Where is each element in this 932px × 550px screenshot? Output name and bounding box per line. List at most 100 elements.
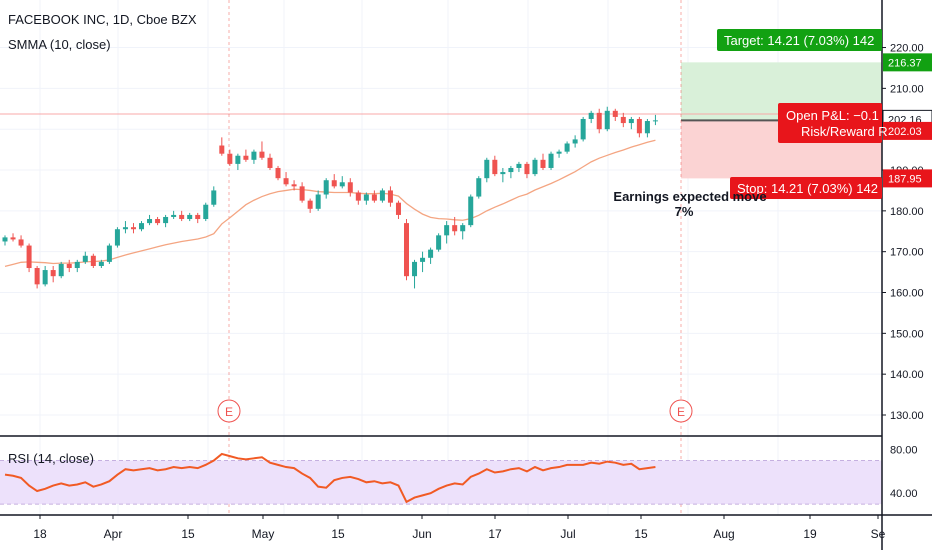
time-tick-label: Apr [104,527,123,541]
candle-body [323,180,329,195]
earnings-annotation-line2: 7% [675,204,694,219]
earnings-marker-label: E [225,405,233,419]
candle-body [98,261,104,266]
candle-body [395,202,401,215]
price-tick-label: 170.00 [890,247,924,259]
price-tick-label: 180.00 [890,206,924,218]
candle-body [363,194,369,201]
candle-body [42,270,48,285]
candle-body [211,190,217,205]
price-tick-label: 150.00 [890,328,924,340]
candle-body [275,167,281,179]
candle-body [508,167,514,173]
price-tick-label: 220.00 [890,43,924,55]
candle-body [307,200,313,209]
candle-body [540,159,546,168]
candle-body [34,268,40,285]
candle-body [315,194,321,209]
position-labels[interactable]: Target: 14.21 (7.03%) 142 Open P&L: −0.1R… [717,29,888,199]
earnings-marker-circle [669,399,693,423]
candle-body [26,245,32,269]
price-tick-label: 160.00 [890,288,924,300]
candle-body [588,112,594,119]
candle-body [50,270,56,277]
candle-body [420,257,426,262]
candle-body [644,121,650,134]
candle-body [444,225,450,236]
candle-body [130,227,136,230]
risk-reward-label: Risk/Reward R [801,124,888,139]
candle-body [460,225,466,232]
price-badge-label: 216.37 [888,57,922,69]
rsi-line [4,452,656,504]
candle-body [90,255,96,266]
stop-label: Stop: 14.21 (7.03%) 142 [737,181,878,196]
candle-body [596,112,602,130]
candle-body [235,155,241,164]
candle-body [548,153,554,168]
candle-body [652,120,658,122]
price-tick-label: 140.00 [890,369,924,381]
candle-body [556,151,562,154]
stop-label-box [730,177,882,199]
candle-body [387,190,393,203]
candles-series[interactable] [2,106,658,289]
time-tick-label: Jun [412,527,431,541]
candle-body [404,223,409,277]
candle-body [436,235,442,250]
candle-body [484,159,490,179]
rsi-legend[interactable]: RSI (14, close) [8,451,94,466]
candle-body [227,153,233,164]
candle-body [283,178,289,185]
candle-body [347,182,353,193]
candle-body [612,110,618,117]
time-tick-label: Jul [560,527,575,541]
price-badge-label: 202.03 [888,126,922,138]
candle-body [139,223,145,230]
price-badge-label: 187.95 [888,173,922,185]
candle-body [106,245,112,262]
pnl-label: Open P&L: −0.1 [786,108,879,123]
candle-body [155,219,161,224]
candle-body [371,194,377,201]
candle-body [74,261,80,269]
candle-body [452,225,458,232]
candle-body [412,261,418,277]
candle-body [572,139,578,144]
candle-body [428,249,434,258]
candle-body [355,192,361,201]
time-tick-label: May [252,527,275,541]
time-tick-label: Se [871,527,886,541]
earnings-marker-circle [217,399,241,423]
candle-body [604,110,610,130]
candle-body [532,159,538,175]
rsi-pane[interactable] [0,452,882,505]
candle-body [299,186,305,201]
candle-body [82,255,88,262]
time-tick-label: 19 [803,527,817,541]
candle-body [564,143,570,152]
price-badge [883,121,932,140]
price-badge [883,169,932,188]
candle-body [492,159,498,175]
candle-body [468,196,474,226]
time-tick-label: Aug [713,527,734,541]
candle-body [195,214,201,220]
price-tick-label: 210.00 [890,83,924,95]
candle-body [10,237,16,240]
candle-body [114,229,120,246]
candle-body [379,190,385,201]
target-label: Target: 14.21 (7.03%) 142 [724,33,874,48]
pnl-label-box [778,103,882,143]
smma-legend[interactable]: SMMA (10, close) [8,37,111,52]
rsi-tick-label: 80.00 [890,445,918,457]
symbol-legend[interactable]: FACEBOOK INC, 1D, Cboe BZX [8,12,197,27]
candle-body [187,214,193,220]
candle-body [203,204,209,220]
candle-body [58,263,64,277]
candle-body [476,178,482,197]
time-tick-label: 18 [33,527,47,541]
